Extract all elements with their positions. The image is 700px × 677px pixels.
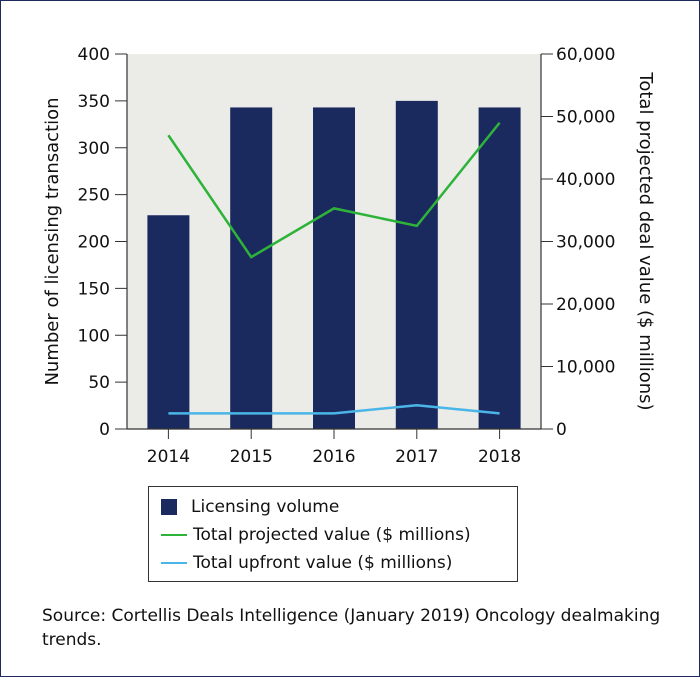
y-tick-label: 400 [78, 45, 110, 65]
y-tick-label: 150 [78, 279, 110, 299]
bar [147, 215, 190, 429]
x-tick-label: 2015 [230, 447, 273, 467]
source-note: Source: Cortellis Deals Intelligence (Ja… [42, 606, 661, 650]
legend-label-upfront: Total upfront value ($ millions) [193, 553, 453, 573]
y2-tick-label: 40,000 [556, 170, 615, 190]
x-tick-label: 2014 [147, 447, 190, 467]
y2-tick-label: 50,000 [556, 108, 615, 128]
x-tick-label: 2016 [312, 447, 355, 467]
y-axis-title: Number of licensing transaction [42, 97, 63, 385]
y-tick-label: 0 [99, 420, 110, 440]
legend-swatch-upfront [161, 562, 187, 564]
legend-label-projected: Total projected value ($ millions) [193, 525, 471, 545]
x-tick-label: 2018 [478, 447, 521, 467]
legend-item-upfront: Total upfront value ($ millions) [161, 551, 452, 575]
y-tick-label: 50 [88, 373, 110, 393]
legend-swatch-projected [161, 534, 187, 536]
y-tick-label: 200 [78, 233, 110, 253]
legend: Licensing volume Total projected value (… [148, 486, 518, 582]
y2-tick-label: 20,000 [556, 295, 615, 315]
legend-item-volume: Licensing volume [161, 495, 339, 519]
y2-tick-label: 60,000 [556, 45, 615, 65]
legend-label-volume: Licensing volume [191, 497, 340, 517]
combo-chart: 0 50 100 150 200 250 300 350 400 0 10,000 20,000 30,… [42, 45, 656, 467]
y-tick-label: 250 [78, 186, 110, 206]
bar [313, 107, 355, 429]
y-tick-label: 350 [78, 92, 110, 112]
legend-swatch-volume [161, 499, 177, 515]
series-line-upfront [168, 403, 500, 415]
bar [395, 100, 438, 429]
x-tick-label: 2017 [395, 447, 438, 467]
y2-axis-title: Total projected deal value ($ millions) [635, 71, 656, 410]
bar [230, 107, 273, 429]
y-tick-label: 100 [78, 326, 110, 346]
legend-item-projected: Total projected value ($ millions) [161, 523, 471, 547]
series-line-projected [167, 121, 501, 259]
y2-tick-label: 30,000 [556, 233, 615, 253]
y2-tick-label: 0 [556, 420, 567, 440]
bar [478, 107, 521, 429]
y2-tick-label: 10,000 [556, 358, 615, 378]
y-tick-label: 300 [78, 139, 110, 159]
